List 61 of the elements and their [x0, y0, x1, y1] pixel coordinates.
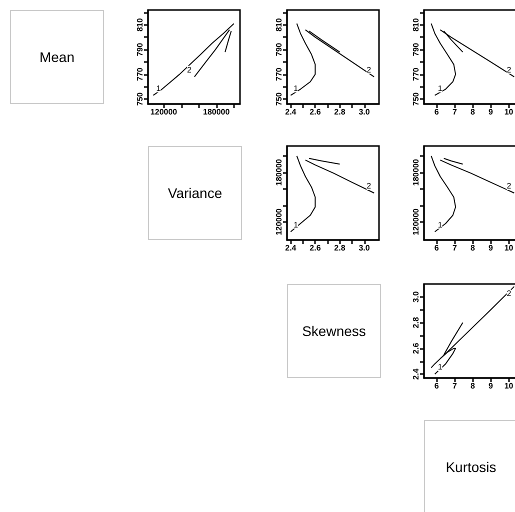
series-label: 2	[506, 65, 512, 74]
y-tick-label: 180000	[274, 158, 284, 186]
x-tick-label: 6	[434, 244, 440, 252]
y-tick-label: 790	[274, 42, 284, 56]
y-tick-label: 2.6	[412, 342, 420, 354]
series-label: 1	[438, 362, 443, 372]
x-tick-label: 6	[434, 382, 440, 390]
x-tick-label: 8	[470, 244, 476, 252]
x-tick-label: 120000	[150, 108, 178, 116]
y-tick-label: 770	[274, 67, 284, 81]
y-tick-label: 810	[274, 18, 284, 32]
y-tick-label: 790	[136, 42, 144, 56]
text: Mean	[10, 10, 104, 104]
y-tick-label: 770	[412, 67, 420, 81]
y-tick-label: 770	[136, 67, 144, 81]
text: Skewness	[287, 284, 381, 378]
series-label: 1	[156, 84, 162, 93]
x-tick-label: 10	[504, 108, 514, 116]
text: Kurtosis	[424, 420, 515, 512]
x-tick-label: 8	[470, 382, 476, 390]
x-tick-label: 2.8	[334, 108, 346, 116]
y-tick-label: 3.0	[412, 290, 420, 302]
x-tick-label: 8	[470, 108, 476, 116]
series-label: 1	[438, 84, 443, 93]
x-tick-label: 180000	[202, 108, 230, 116]
y-tick-label: 810	[136, 18, 144, 32]
x-tick-label: 2.6	[310, 108, 322, 116]
series-label: 1	[438, 220, 443, 230]
x-tick-label: 2.4	[285, 244, 297, 252]
x-tick-label: 2.8	[334, 244, 346, 252]
y-tick-label: 790	[412, 42, 420, 56]
series-label: 2	[366, 65, 372, 74]
series-label: 2	[186, 65, 192, 74]
y-tick-label: 750	[136, 92, 144, 106]
x-tick-label: 3.0	[358, 244, 370, 252]
series-label: 2	[366, 182, 372, 190]
series-label: 1	[294, 220, 299, 230]
x-tick-label: 9	[488, 108, 494, 116]
y-tick-label: 810	[412, 18, 420, 32]
series-label: 2	[506, 289, 512, 298]
y-tick-label: 750	[412, 92, 420, 106]
x-tick-label: 7	[452, 244, 458, 252]
x-tick-label: 2.6	[310, 244, 322, 252]
y-tick-label: 750	[274, 92, 284, 106]
x-tick-label: 2.4	[285, 108, 297, 116]
x-tick-label: 7	[452, 108, 458, 116]
x-tick-label: 3.0	[358, 108, 370, 116]
y-tick-label: 120000	[412, 208, 420, 236]
y-tick-label: 2.8	[412, 316, 420, 328]
x-tick-label: 9	[488, 382, 494, 390]
y-tick-label: 120000	[274, 208, 284, 236]
x-tick-label: 7	[452, 382, 458, 390]
x-tick-label: 10	[504, 382, 514, 390]
x-tick-label: 6	[434, 108, 440, 116]
series-label: 2	[506, 182, 512, 190]
x-tick-label: 10	[504, 244, 514, 252]
y-tick-label: 2.4	[412, 368, 420, 380]
text: Variance	[148, 146, 242, 240]
y-tick-label: 180000	[412, 158, 420, 186]
series-label: 1	[294, 84, 299, 93]
x-tick-label: 9	[488, 244, 494, 252]
